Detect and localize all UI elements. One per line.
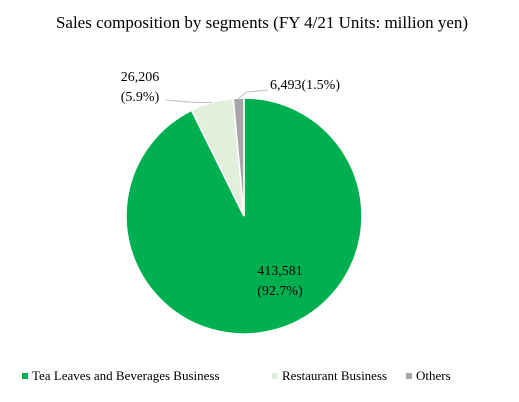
pie-slice (232, 97, 245, 217)
leader-line (165, 99, 212, 103)
legend-label: Tea Leaves and Beverages Business (32, 368, 220, 383)
data-label: (5.9%) (121, 90, 160, 105)
data-label: 413,581 (257, 264, 303, 279)
legend-swatch (406, 373, 412, 379)
data-label: (92.7%) (257, 284, 303, 299)
data-label: 6,493(1.5%) (270, 78, 340, 93)
legend-label: Restaurant Business (282, 368, 387, 383)
chart-title: Sales composition by segments (FY 4/21 U… (56, 13, 468, 32)
leader-line (238, 89, 269, 99)
legend-label: Others (416, 368, 451, 383)
legend-swatch (272, 373, 278, 379)
data-label: 26,206 (121, 70, 160, 85)
legend-swatch (22, 373, 28, 379)
